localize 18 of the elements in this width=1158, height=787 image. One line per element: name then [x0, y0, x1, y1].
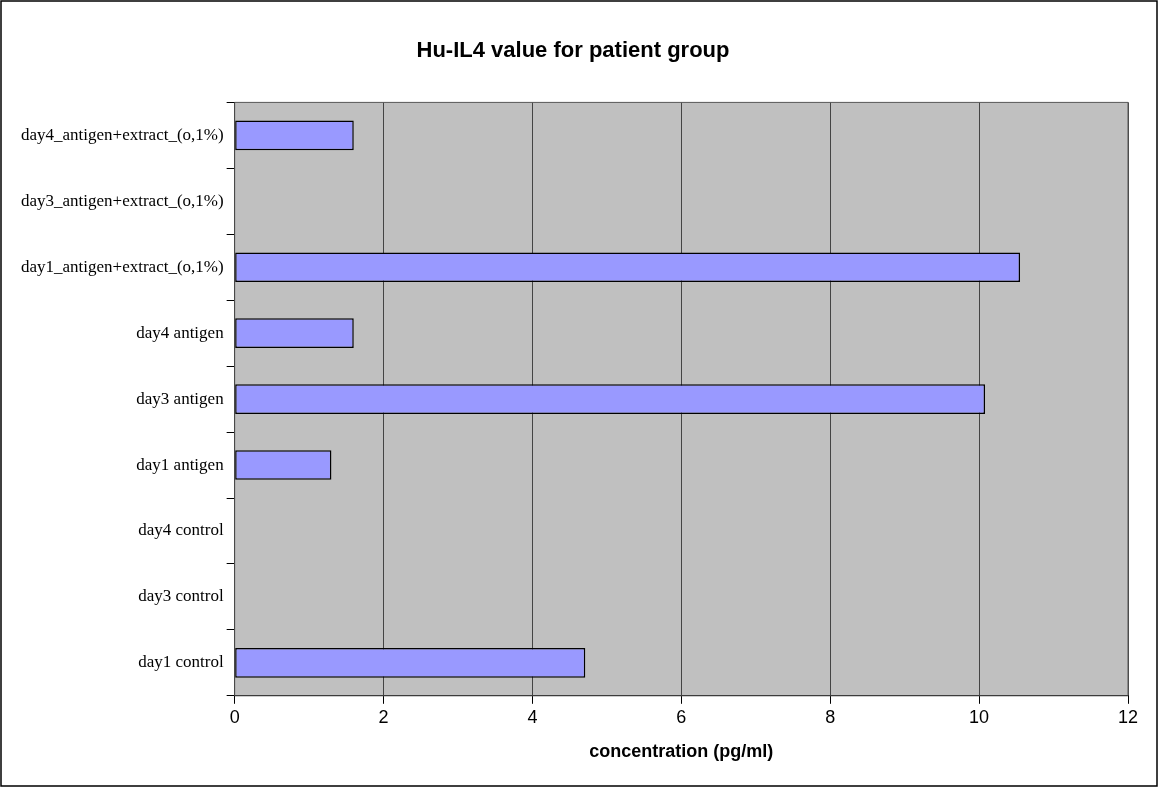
chart-title: Hu-IL4 value for patient group: [416, 37, 730, 63]
y-tick-label: day3 antigen: [136, 388, 225, 408]
y-tick-label: day1_antigen+extract_(o,1%): [20, 256, 224, 276]
x-tick-label: 0: [229, 706, 240, 727]
x-tick-label: 4: [527, 706, 538, 727]
y-tick-label: day3 control: [138, 586, 224, 606]
y-tick-label: day3_antigen+extract_(o,1%): [20, 190, 224, 210]
x-tick-label: 12: [1117, 706, 1139, 727]
x-axis-title: concentration (pg/ml): [589, 741, 774, 762]
x-tick-label: 10: [969, 706, 990, 727]
x-tick-label: 6: [676, 706, 687, 727]
x-tick-label: 2: [378, 706, 389, 727]
y-tick-label: day4 antigen: [136, 322, 225, 342]
y-tick-label: day4 control: [138, 520, 224, 540]
y-tick-label: day1 control: [138, 652, 224, 672]
y-tick-label: day4_antigen+extract_(o,1%): [20, 124, 224, 144]
y-tick-label: day1 antigen: [136, 454, 225, 474]
x-tick-label: 8: [825, 706, 836, 727]
